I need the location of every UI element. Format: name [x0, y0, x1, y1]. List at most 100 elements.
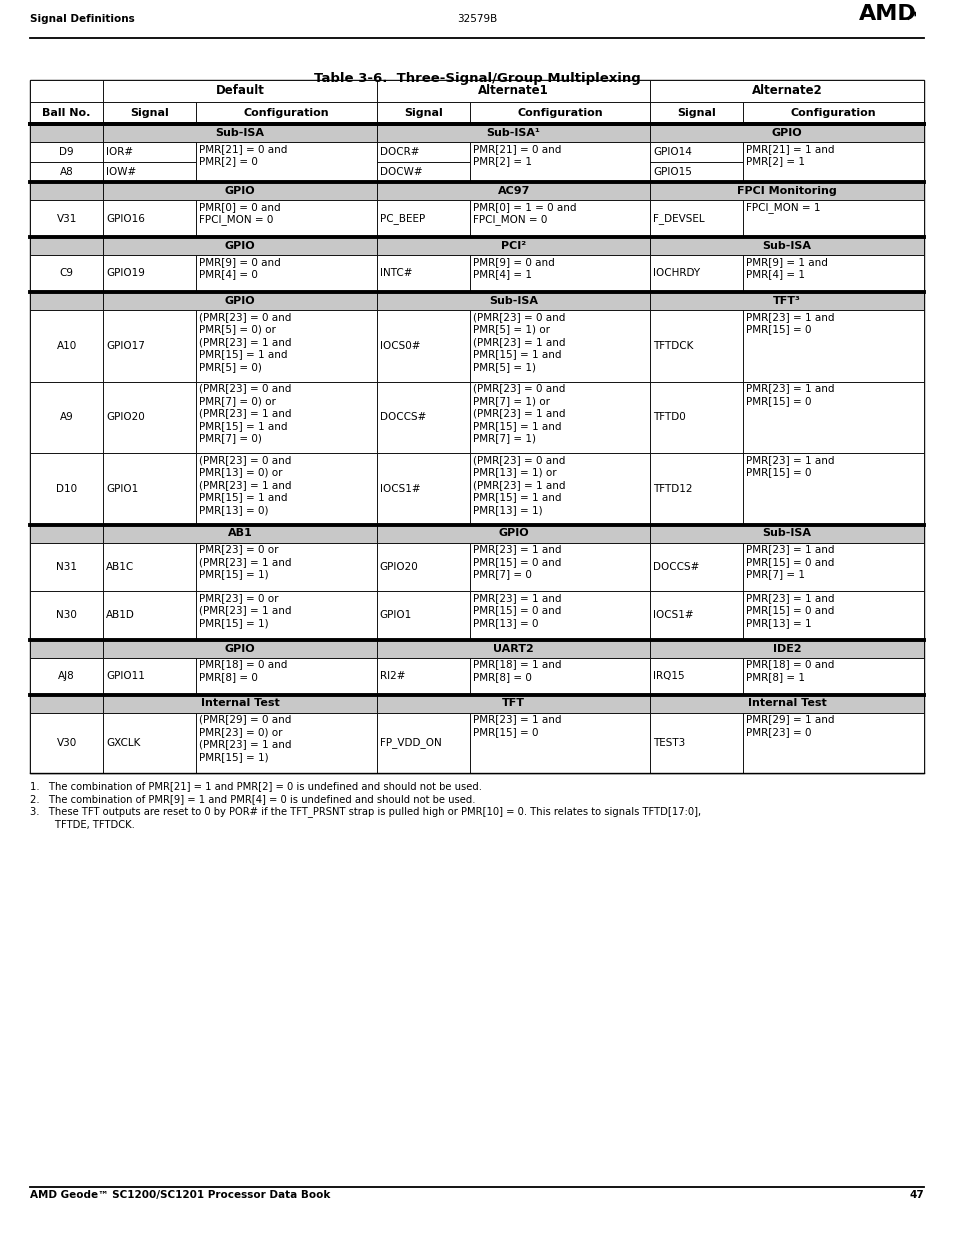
Bar	[103, 657, 196, 694]
Bar	[742, 200, 923, 237]
Text: TFT: TFT	[501, 699, 524, 709]
Bar	[103, 525, 376, 542]
Bar	[376, 142, 469, 162]
Text: Internal Test: Internal Test	[747, 699, 825, 709]
Text: A9: A9	[60, 412, 73, 422]
Text: Configuration: Configuration	[243, 107, 329, 119]
Bar	[30, 254, 103, 291]
Text: PMR[9] = 0 and
PMR[4] = 1: PMR[9] = 0 and PMR[4] = 1	[472, 257, 554, 279]
Text: PMR[0] = 0 and
FPCI_MON = 0: PMR[0] = 0 and FPCI_MON = 0	[199, 203, 280, 225]
Bar	[469, 254, 650, 291]
Text: PMR[0] = 1 = 0 and
FPCI_MON = 0: PMR[0] = 1 = 0 and FPCI_MON = 0	[472, 203, 576, 225]
Bar	[103, 291, 376, 310]
Bar	[376, 310, 469, 382]
Text: PMR[21] = 0 and
PMR[2] = 1: PMR[21] = 0 and PMR[2] = 1	[472, 144, 560, 167]
Bar	[376, 542, 469, 592]
Bar	[376, 713, 469, 773]
Text: (PMR[29] = 0 and
PMR[23] = 0) or
(PMR[23] = 1 and
PMR[15] = 1): (PMR[29] = 0 and PMR[23] = 0) or (PMR[23…	[199, 715, 292, 762]
Bar	[30, 182, 103, 200]
Text: GPIO: GPIO	[225, 643, 255, 653]
Bar	[376, 182, 650, 200]
Bar	[469, 310, 650, 382]
Bar	[650, 640, 923, 657]
Bar	[650, 237, 923, 254]
Bar	[30, 80, 103, 103]
Text: PMR[23] = 1 and
PMR[15] = 0 and
PMR[13] = 0: PMR[23] = 1 and PMR[15] = 0 and PMR[13] …	[472, 593, 560, 627]
Bar	[650, 200, 742, 237]
Text: AC97: AC97	[497, 186, 529, 196]
Bar	[650, 453, 742, 525]
Text: Internal Test: Internal Test	[200, 699, 279, 709]
Text: FP_VDD_ON: FP_VDD_ON	[379, 737, 441, 748]
Bar	[103, 237, 376, 254]
Text: PMR[23] = 1 and
PMR[15] = 0 and
PMR[13] = 1: PMR[23] = 1 and PMR[15] = 0 and PMR[13] …	[745, 593, 834, 627]
Text: IRQ15: IRQ15	[653, 671, 684, 680]
Text: V31: V31	[56, 214, 77, 224]
Text: GPIO14: GPIO14	[653, 147, 692, 157]
Text: C9: C9	[60, 268, 73, 279]
Bar	[469, 542, 650, 592]
Bar	[30, 80, 923, 773]
Text: Sub-ISA: Sub-ISA	[489, 296, 537, 306]
Bar	[469, 382, 650, 453]
Bar	[103, 200, 196, 237]
Text: GPIO16: GPIO16	[106, 214, 145, 224]
Bar	[103, 542, 196, 592]
Text: IOW#: IOW#	[106, 167, 136, 177]
Text: GPIO15: GPIO15	[653, 167, 692, 177]
Bar	[469, 592, 650, 640]
Bar	[196, 542, 376, 592]
Bar	[469, 142, 650, 182]
Text: GPIO17: GPIO17	[106, 341, 145, 351]
Bar	[469, 713, 650, 773]
Bar	[376, 103, 469, 124]
Text: GXCLK: GXCLK	[106, 737, 140, 747]
Bar	[469, 103, 650, 124]
Bar	[103, 640, 376, 657]
Bar	[196, 254, 376, 291]
Bar	[196, 103, 376, 124]
Bar	[103, 453, 196, 525]
Bar	[650, 162, 742, 182]
Bar	[650, 80, 923, 103]
Bar	[196, 592, 376, 640]
Bar	[742, 713, 923, 773]
Text: 1.   The combination of PMR[21] = 1 and PMR[2] = 0 is undefined and should not b: 1. The combination of PMR[21] = 1 and PM…	[30, 782, 481, 792]
Text: IOCS0#: IOCS0#	[379, 341, 420, 351]
Bar	[469, 657, 650, 694]
Bar	[650, 694, 923, 713]
Text: TFT³: TFT³	[773, 296, 801, 306]
Bar	[376, 640, 650, 657]
Bar	[650, 103, 742, 124]
Text: PMR[23] = 0 or
(PMR[23] = 1 and
PMR[15] = 1): PMR[23] = 0 or (PMR[23] = 1 and PMR[15] …	[199, 545, 292, 579]
Bar	[742, 592, 923, 640]
Text: 47: 47	[908, 1191, 923, 1200]
Bar	[742, 310, 923, 382]
Text: Sub-ISA¹: Sub-ISA¹	[486, 128, 540, 138]
Text: Table 3-6.  Three-Signal/Group Multiplexing: Table 3-6. Three-Signal/Group Multiplexi…	[314, 72, 639, 85]
Text: 32579B: 32579B	[456, 14, 497, 23]
Text: AMD Geode™ SC1200/SC1201 Processor Data Book: AMD Geode™ SC1200/SC1201 Processor Data …	[30, 1191, 330, 1200]
Text: FPCI Monitoring: FPCI Monitoring	[737, 186, 836, 196]
Bar	[650, 291, 923, 310]
Text: Configuration: Configuration	[517, 107, 602, 119]
Bar	[30, 657, 103, 694]
Text: AMD: AMD	[859, 4, 916, 23]
Bar	[103, 310, 196, 382]
Bar	[650, 310, 742, 382]
Bar	[376, 200, 469, 237]
Bar	[742, 254, 923, 291]
Bar	[376, 124, 650, 142]
Text: GPIO: GPIO	[225, 296, 255, 306]
Bar	[30, 713, 103, 773]
Text: IOCS1#: IOCS1#	[653, 610, 694, 620]
Bar	[30, 291, 103, 310]
Text: GPIO: GPIO	[225, 241, 255, 251]
Bar	[103, 592, 196, 640]
Text: Sub-ISA: Sub-ISA	[761, 241, 811, 251]
Text: TFTD0: TFTD0	[653, 412, 685, 422]
Text: DOCW#: DOCW#	[379, 167, 422, 177]
Bar	[30, 162, 103, 182]
Text: PMR[18] = 0 and
PMR[8] = 0: PMR[18] = 0 and PMR[8] = 0	[199, 659, 287, 682]
Text: IOR#: IOR#	[106, 147, 133, 157]
